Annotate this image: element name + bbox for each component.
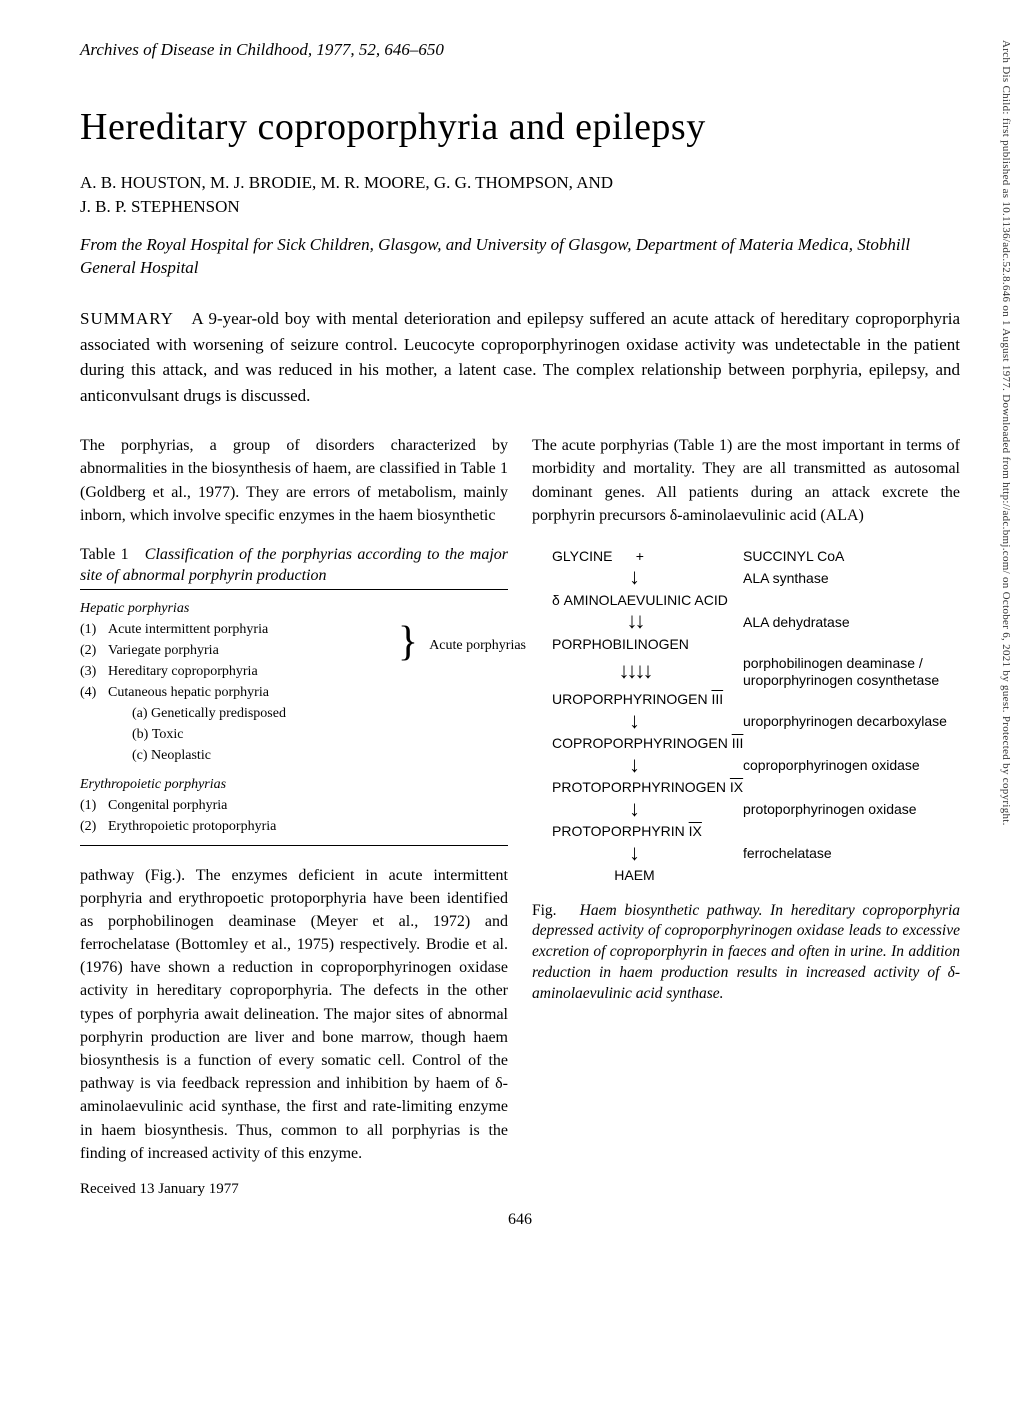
node-protoporphyrin: PROTOPORPHYRIN [552,823,685,839]
arrow-down-double-icon: ↓↓ [627,608,643,633]
arrow-down-quad-icon: ↓↓↓↓ [619,658,651,683]
summary: SUMMARY A 9-year-old boy with mental det… [80,306,960,408]
table-row: (2)Erythropoietic protoporphyria [80,816,508,837]
arrow-down-icon: ↓ [629,796,640,821]
journal-header: Archives of Disease in Childhood, 1977, … [80,40,960,60]
left-column: The porphyrias, a group of disorders cha… [80,434,508,1201]
arrow-down-icon: ↓ [629,752,640,777]
summary-label: SUMMARY [80,309,174,328]
affiliation: From the Royal Hospital for Sick Childre… [80,233,960,281]
enzyme-ala-synthase: ALA synthase [737,570,960,587]
page-number: 646 [80,1211,960,1229]
enzyme-coprogen-oxidase: coproporphyrinogen oxidase [737,757,960,774]
figure-caption-text: Haem biosynthetic pathway. In hereditary… [532,902,960,1003]
enzyme-protogen-oxidase: protoporphyrinogen oxidase [737,801,960,818]
enzyme-ferrochelatase: ferrochelatase [737,845,960,862]
pathway-paragraph: pathway (Fig.). The enzymes deficient in… [80,864,508,1165]
table-subrow: (a) Genetically predisposed [80,703,508,724]
authors: A. B. HOUSTON, M. J. BRODIE, M. R. MOORE… [80,171,960,219]
summary-text: A 9-year-old boy with mental deteriorati… [80,309,960,405]
node-haem: HAEM [532,867,737,884]
table-rule-bottom [80,845,508,846]
table-row: (3)Hereditary coproporphyria [80,661,508,682]
arrow-down-icon: ↓ [629,840,640,865]
erythropoietic-heading: Erythropoietic porphyrias [80,774,508,795]
arrow-down-icon: ↓ [629,564,640,589]
sidebar-provenance: Arch Dis Child: first published as 10.11… [1000,40,1012,1340]
node-porphobilinogen: PORPHOBILINOGEN [532,636,737,653]
authors-line-2: J. B. P. STEPHENSON [80,197,240,216]
roman-iii: III [711,691,723,707]
enzyme-urogen-decarboxylase: uroporphyrinogen decarboxylase [737,713,960,730]
table-subrow: (b) Toxic [80,724,508,745]
node-ala-acid: δ AMINOLAEVULINIC ACID [532,592,728,609]
left-intro-paragraph: The porphyrias, a group of disorders cha… [80,434,508,527]
figure-caption: Fig. Haem biosynthetic pathway. In hered… [532,901,960,1006]
roman-ix: IX [730,779,743,795]
node-uroporphyrinogen: UROPORPHYRINOGEN [552,691,708,707]
received-date: Received 13 January 1977 [80,1179,508,1201]
table-1-caption: Table 1 Classification of the porphyrias… [80,545,508,587]
table-row: (4)Cutaneous hepatic porphyria [80,682,508,703]
table-1-label: Table 1 [80,546,129,563]
brace-icon: } [398,621,418,663]
brace-label: Acute porphyrias [429,635,526,656]
article-title: Hereditary coproporphyria and epilepsy [80,105,960,149]
plus-icon: + [636,548,644,564]
table-subrow: (c) Neoplastic [80,745,508,766]
node-succinyl: SUCCINYL CoA [743,548,844,564]
enzyme-pbg-deaminase: porphobilinogen deaminase / uroporphyrin… [737,655,960,689]
node-coproporphyrinogen: COPROPORPHYRINOGEN [552,735,728,751]
right-column: The acute porphyrias (Table 1) are the m… [532,434,960,1201]
node-protoporphyrinogen: PROTOPORPHYRINOGEN [552,779,726,795]
arrow-down-icon: ↓ [629,708,640,733]
authors-line-1: A. B. HOUSTON, M. J. BRODIE, M. R. MOORE… [80,173,613,192]
right-intro-paragraph: The acute porphyrias (Table 1) are the m… [532,434,960,527]
table-rule-top [80,589,508,590]
roman-ix: IX [689,823,702,839]
table-1-body: Hepatic porphyrias (1)Acute intermittent… [80,598,508,837]
hepatic-heading: Hepatic porphyrias [80,598,508,619]
figure-label: Fig. [532,902,557,919]
enzyme-ala-dehydratase: ALA dehydratase [737,614,960,631]
node-glycine: GLYCINE [552,548,612,564]
roman-iii: III [732,735,744,751]
haem-pathway-diagram: GLYCINE + SUCCINYL CoA ↓ ALA synthase δ A… [532,545,960,887]
table-1-caption-text: Classification of the porphyrias accordi… [80,546,508,584]
table-row: (1)Congenital porphyria [80,795,508,816]
